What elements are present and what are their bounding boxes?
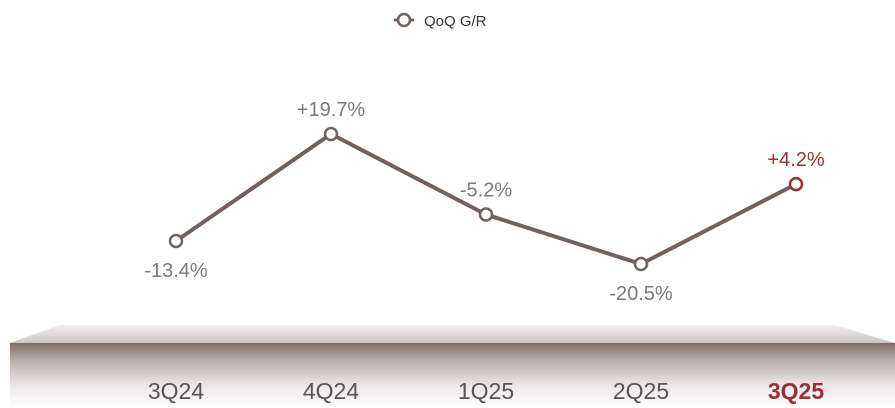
x-tick-label-3q24: 3Q24	[148, 378, 204, 404]
x-tick-label-3q25: 3Q25	[768, 378, 824, 404]
legend-circle-marker	[396, 12, 412, 28]
data-point-1q25	[478, 207, 494, 222]
floor	[10, 325, 895, 408]
data-point-4q24	[323, 126, 339, 142]
data-label-4q24: +19.7%	[297, 99, 366, 121]
x-axis-labels: 3Q24 4Q24 1Q25 2Q25 3Q25	[148, 378, 824, 404]
data-label-1q25: -5.2%	[460, 180, 512, 202]
legend: QoQ G/R	[394, 12, 487, 30]
data-point-3q25	[788, 176, 804, 192]
data-label-2q25: -20.5%	[609, 283, 673, 305]
series-layer: -13.4% +19.7% -5.2% -20.5% +4.2%	[144, 99, 825, 305]
x-tick-label-1q25: 1Q25	[458, 378, 514, 404]
data-point-3q24	[168, 233, 184, 249]
floor-front-band	[10, 343, 895, 408]
floor-top-surface	[10, 325, 895, 343]
data-label-3q25: +4.2%	[767, 149, 824, 171]
data-point-2q25	[633, 256, 649, 272]
legend-label: QoQ G/R	[424, 13, 487, 30]
x-tick-label-4q24: 4Q24	[303, 378, 359, 404]
x-tick-label-2q25: 2Q25	[613, 378, 669, 404]
data-label-3q24: -13.4%	[144, 260, 208, 282]
